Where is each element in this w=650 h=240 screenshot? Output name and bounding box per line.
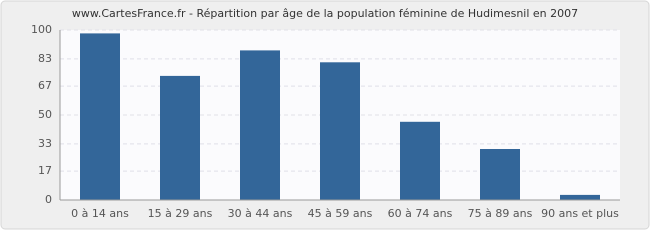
y-tick-label: 100 xyxy=(31,23,52,36)
x-tick-label: 75 à 89 ans xyxy=(468,207,533,220)
chart: www.CartesFrance.fr - Répartition par âg… xyxy=(0,0,650,230)
y-tick-label: 50 xyxy=(38,108,52,121)
y-tick-label: 83 xyxy=(38,52,52,65)
bar xyxy=(320,62,360,200)
x-tick-label: 0 à 14 ans xyxy=(71,207,129,220)
x-tick-label: 60 à 74 ans xyxy=(388,207,453,220)
bar xyxy=(560,194,600,200)
bar xyxy=(480,149,520,200)
x-tick-label: 90 ans et plus xyxy=(541,207,619,220)
chart-title: www.CartesFrance.fr - Répartition par âg… xyxy=(72,7,578,20)
bar xyxy=(160,75,200,200)
y-tick-label: 17 xyxy=(38,164,52,177)
x-tick-label: 45 à 59 ans xyxy=(308,207,373,220)
x-tick-label: 30 à 44 ans xyxy=(228,207,293,220)
y-tick-label: 33 xyxy=(38,137,52,150)
x-tick-label: 15 à 29 ans xyxy=(148,207,213,220)
page: www.CartesFrance.fr - Répartition par âg… xyxy=(0,0,650,230)
y-tick-label: 67 xyxy=(38,79,52,92)
bar xyxy=(400,121,440,200)
y-tick-label: 0 xyxy=(45,193,52,206)
bar xyxy=(80,33,120,201)
bar xyxy=(240,50,280,201)
